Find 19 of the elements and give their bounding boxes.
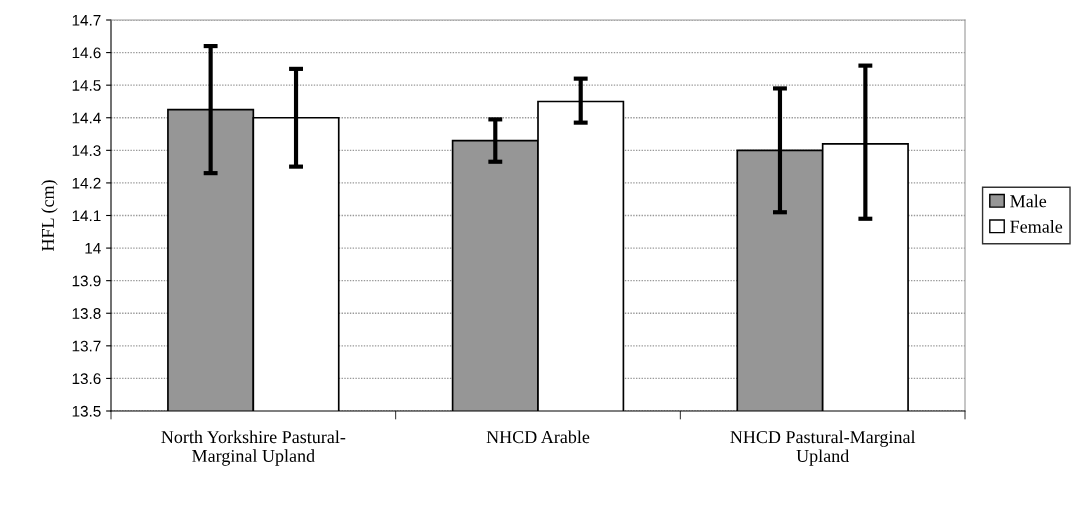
y-tick-label: 14.3 xyxy=(72,145,101,157)
y-tick-label: 13.6 xyxy=(72,373,101,385)
y-tick-label: 14.5 xyxy=(72,80,101,91)
x-tick-label: NHCD Pastural-Marginal Upland xyxy=(730,430,916,466)
x-tick-label: NHCD Arable xyxy=(486,430,590,444)
y-axis-title: HFL (cm) xyxy=(41,180,58,251)
y-tick-label: 13.9 xyxy=(72,275,101,287)
y-tick-label: 14.6 xyxy=(72,47,101,59)
x-tick-label: North Yorkshire Pastural- Marginal Upland xyxy=(161,430,346,466)
y-tick-label: 14.7 xyxy=(72,15,101,26)
legend-label: Male xyxy=(1010,194,1047,208)
y-tick-label: 13.5 xyxy=(72,405,101,417)
y-tick-label: 13.8 xyxy=(72,308,101,319)
y-tick-label: 13.7 xyxy=(72,340,101,352)
y-tick-label: 14.2 xyxy=(72,177,101,189)
y-tick-label: 14.1 xyxy=(72,210,101,222)
y-tick-label: 14.4 xyxy=(72,112,101,124)
y-tick-label: 14 xyxy=(85,243,101,254)
legend-label: Female xyxy=(1010,220,1063,233)
